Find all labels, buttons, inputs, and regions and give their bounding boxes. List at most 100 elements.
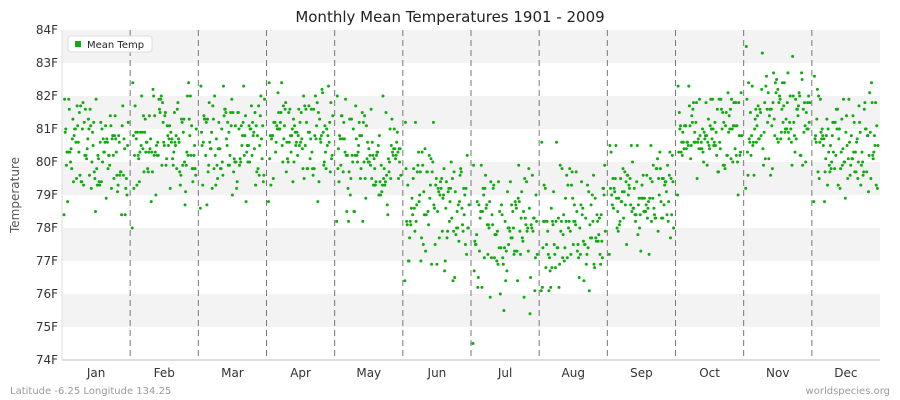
data-point	[328, 120, 332, 124]
data-point	[578, 252, 582, 256]
data-point	[394, 157, 397, 161]
data-point	[230, 193, 234, 197]
data-point	[413, 229, 417, 233]
data-point	[415, 203, 419, 207]
data-point	[364, 196, 368, 200]
data-point	[301, 167, 305, 171]
data-point	[700, 147, 704, 151]
data-point	[449, 160, 453, 164]
data-point	[345, 153, 349, 157]
data-point	[276, 91, 280, 95]
data-point	[828, 170, 832, 174]
x-tick-label: Mar	[221, 366, 244, 380]
data-point	[717, 170, 720, 174]
data-point	[382, 177, 386, 180]
data-point	[781, 120, 785, 124]
data-point	[838, 186, 842, 190]
data-point	[779, 130, 783, 134]
data-point	[666, 219, 670, 223]
data-point	[443, 259, 447, 263]
data-point	[788, 94, 792, 98]
data-point	[284, 170, 288, 174]
data-point	[524, 223, 528, 227]
data-point	[802, 130, 806, 134]
data-point	[502, 309, 506, 312]
data-point	[736, 193, 740, 197]
data-point	[287, 140, 291, 144]
data-point	[629, 203, 633, 207]
data-point	[292, 160, 296, 164]
data-point	[516, 196, 520, 200]
data-point	[321, 91, 325, 95]
data-point	[558, 262, 562, 266]
data-point	[649, 144, 653, 147]
data-point	[494, 233, 498, 237]
data-point	[271, 177, 275, 180]
data-point	[775, 137, 779, 141]
data-point	[338, 137, 342, 141]
data-point	[861, 173, 865, 177]
data-point	[594, 236, 598, 240]
data-point	[173, 140, 177, 144]
data-point	[241, 134, 244, 138]
data-point	[551, 223, 555, 227]
data-point	[854, 170, 858, 174]
data-point	[778, 97, 782, 101]
data-point	[214, 137, 218, 141]
data-point	[526, 226, 530, 230]
data-point	[485, 203, 489, 207]
data-point	[860, 150, 864, 154]
data-point	[789, 127, 793, 131]
data-point	[217, 120, 221, 124]
data-point	[258, 114, 262, 118]
data-point	[72, 134, 76, 138]
data-point	[525, 180, 528, 184]
data-point	[313, 94, 317, 98]
data-point	[305, 120, 308, 124]
data-point	[163, 114, 167, 118]
data-point	[623, 170, 627, 174]
data-point	[851, 157, 854, 161]
data-point	[661, 216, 665, 220]
data-point	[813, 137, 817, 141]
data-point	[438, 193, 442, 197]
data-point	[617, 196, 621, 200]
data-point	[615, 226, 619, 230]
data-point	[575, 249, 579, 253]
data-point	[233, 124, 237, 128]
data-point	[162, 144, 166, 147]
data-point	[117, 134, 121, 138]
data-point	[559, 229, 563, 233]
data-point	[322, 163, 326, 167]
data-point	[708, 124, 712, 128]
data-point	[247, 124, 251, 128]
data-point	[670, 213, 674, 217]
data-point	[361, 120, 365, 124]
data-point	[834, 153, 838, 157]
data-point	[542, 183, 546, 187]
data-point	[497, 180, 500, 184]
data-point	[395, 140, 399, 144]
data-point	[252, 147, 256, 151]
data-point	[227, 163, 231, 167]
data-point	[776, 140, 780, 144]
data-point	[825, 117, 829, 121]
data-point	[423, 147, 427, 151]
data-point	[108, 114, 112, 118]
data-point	[406, 183, 410, 187]
data-point	[178, 183, 182, 187]
data-point	[506, 190, 509, 194]
data-point	[827, 163, 831, 167]
data-point	[424, 249, 428, 253]
data-point	[229, 111, 233, 114]
data-point	[426, 210, 430, 213]
data-point	[386, 213, 390, 217]
data-point	[450, 216, 454, 220]
data-point	[211, 117, 215, 121]
data-point	[785, 127, 789, 131]
data-point	[164, 163, 168, 167]
data-point	[283, 107, 287, 111]
data-point	[185, 150, 189, 154]
data-point	[669, 236, 672, 240]
data-point	[268, 157, 272, 161]
